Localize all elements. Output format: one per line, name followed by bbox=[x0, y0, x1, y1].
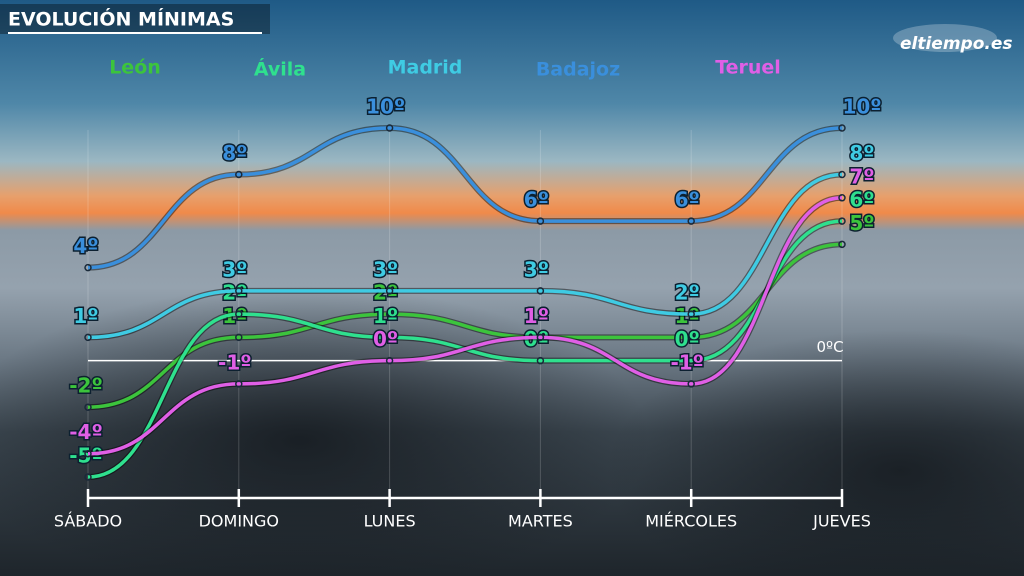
data-point bbox=[838, 240, 846, 249]
data-point bbox=[385, 287, 394, 295]
data-label: 1º bbox=[373, 304, 398, 328]
legend-entry: Madrid bbox=[388, 57, 463, 79]
data-point bbox=[838, 170, 846, 179]
data-point bbox=[536, 333, 545, 342]
chart-title: EVOLUCIÓN MÍNIMAS bbox=[8, 7, 234, 31]
data-label: -1º bbox=[670, 350, 704, 374]
data-point bbox=[687, 380, 695, 388]
legend-entry: León bbox=[109, 57, 161, 79]
data-point bbox=[838, 124, 846, 132]
data-point bbox=[84, 263, 92, 272]
legend-entry: Badajoz bbox=[536, 59, 620, 81]
data-label: -4º bbox=[69, 420, 103, 444]
data-point bbox=[687, 333, 695, 342]
series-line bbox=[87, 219, 843, 479]
data-label: 3º bbox=[373, 257, 398, 281]
data-point bbox=[385, 356, 394, 365]
reference-label: 0ºC bbox=[816, 338, 843, 356]
series-line bbox=[87, 242, 843, 409]
data-label: 1º bbox=[524, 304, 549, 328]
data-point bbox=[838, 194, 846, 202]
data-point bbox=[687, 310, 695, 318]
x-tick-label: LUNES bbox=[364, 512, 416, 531]
data-label: 3º bbox=[222, 257, 247, 281]
data-point bbox=[838, 217, 846, 225]
data-label: 2º bbox=[675, 281, 700, 305]
data-label: 5º bbox=[849, 211, 874, 235]
data-label: 4º bbox=[73, 234, 98, 258]
data-point bbox=[385, 333, 394, 342]
series-line bbox=[87, 126, 843, 270]
data-point bbox=[235, 287, 243, 295]
series-line bbox=[87, 196, 843, 456]
data-point bbox=[84, 403, 92, 411]
data-point bbox=[385, 124, 394, 132]
x-tick-label: MIÉRCOLES bbox=[645, 512, 737, 531]
data-label: 0º bbox=[373, 327, 398, 351]
data-label: 6º bbox=[524, 188, 549, 212]
data-label: 8º bbox=[849, 141, 874, 165]
logo: eltiempo.es bbox=[900, 34, 1013, 54]
data-label: 0º bbox=[675, 327, 700, 351]
data-label: 7º bbox=[849, 164, 874, 188]
data-point bbox=[84, 473, 92, 481]
logo-cloud bbox=[893, 24, 997, 52]
series-line bbox=[87, 172, 843, 340]
series-line-shadow bbox=[87, 124, 843, 271]
data-label: 10º bbox=[842, 95, 881, 119]
data-label: 6º bbox=[675, 188, 700, 212]
data-point bbox=[235, 380, 243, 388]
series-line-shadow bbox=[87, 171, 843, 341]
data-point bbox=[385, 310, 394, 318]
data-label: 1º bbox=[675, 304, 700, 328]
data-label: -1º bbox=[218, 350, 252, 374]
data-point bbox=[235, 333, 243, 342]
data-point bbox=[84, 449, 92, 458]
data-label: 8º bbox=[222, 141, 247, 165]
data-point bbox=[235, 170, 243, 179]
data-label: 2º bbox=[373, 281, 398, 305]
data-point bbox=[235, 310, 243, 318]
legend-entry: Ávila bbox=[254, 58, 306, 81]
data-point bbox=[536, 356, 545, 365]
x-tick-label: MARTES bbox=[508, 512, 573, 531]
data-label: 10º bbox=[366, 95, 405, 119]
data-label: 1º bbox=[524, 304, 549, 328]
x-tick-label: JUEVES bbox=[812, 512, 871, 531]
title-box bbox=[0, 4, 270, 34]
data-label: -2º bbox=[69, 374, 103, 398]
data-label: 6º bbox=[849, 188, 874, 212]
data-label: 3º bbox=[524, 257, 549, 281]
data-point bbox=[536, 287, 545, 295]
data-label: 1º bbox=[73, 304, 98, 328]
data-point bbox=[687, 217, 695, 225]
legend-entry: Teruel bbox=[715, 57, 781, 79]
data-point bbox=[84, 333, 92, 342]
x-tick-label: DOMINGO bbox=[199, 512, 279, 531]
data-point bbox=[687, 356, 695, 365]
data-point bbox=[536, 217, 545, 225]
x-tick-label: SÁBADO bbox=[54, 512, 122, 531]
